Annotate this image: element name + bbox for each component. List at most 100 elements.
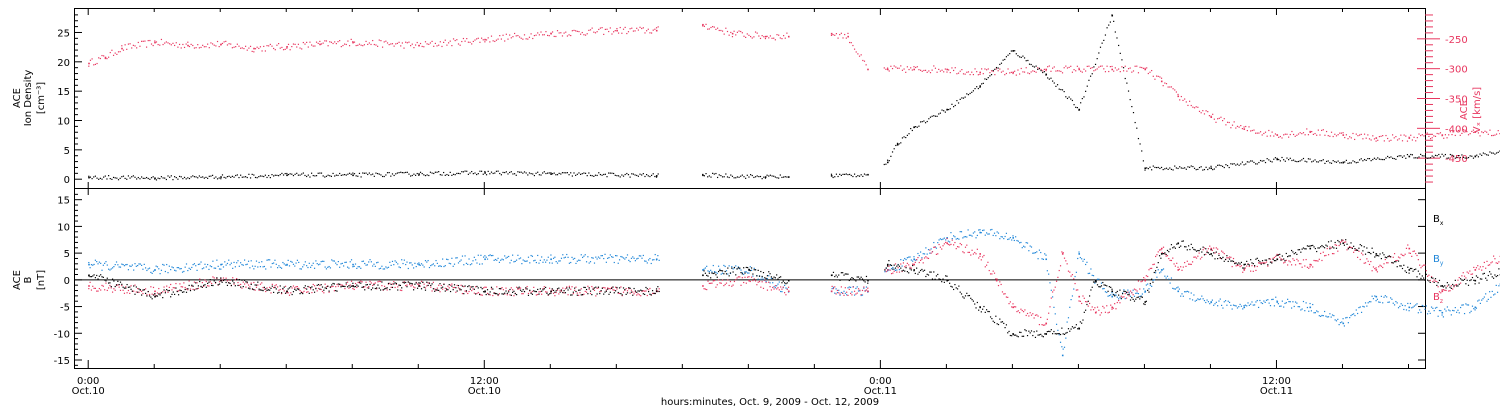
velocity-point bbox=[205, 46, 206, 47]
density-point bbox=[453, 174, 454, 175]
by-point bbox=[919, 255, 920, 256]
bx-point bbox=[148, 291, 149, 292]
velocity-point bbox=[651, 32, 652, 33]
by-point bbox=[216, 260, 217, 261]
bx-point bbox=[641, 290, 642, 291]
bz-point bbox=[240, 284, 241, 285]
bx-point bbox=[487, 289, 488, 290]
velocity-point bbox=[440, 41, 441, 42]
bz-point bbox=[261, 282, 262, 283]
bx-point bbox=[1001, 322, 1002, 323]
bx-point bbox=[145, 293, 146, 294]
bz-point bbox=[1386, 262, 1387, 263]
bx-point bbox=[764, 277, 765, 278]
bz-point bbox=[721, 283, 722, 284]
density-point bbox=[658, 173, 659, 174]
by-point bbox=[647, 262, 648, 263]
density-point bbox=[90, 177, 91, 178]
bz-point bbox=[441, 285, 442, 286]
density-anchor-point bbox=[550, 173, 552, 175]
density-point bbox=[1486, 154, 1487, 155]
density-point bbox=[1387, 156, 1388, 157]
density-point bbox=[1385, 158, 1386, 159]
density-point bbox=[1027, 60, 1028, 61]
velocity-point bbox=[630, 28, 631, 29]
bx-point bbox=[899, 266, 900, 267]
by-point bbox=[330, 267, 331, 268]
by-point bbox=[421, 263, 422, 264]
velocity-point bbox=[323, 43, 324, 44]
by-point bbox=[1146, 284, 1147, 285]
by-point bbox=[931, 248, 932, 249]
bz-point bbox=[717, 284, 718, 285]
velocity-point bbox=[953, 70, 954, 71]
bx-point bbox=[189, 285, 190, 286]
density-point bbox=[446, 174, 447, 175]
velocity-point bbox=[958, 73, 959, 74]
by-point bbox=[1236, 305, 1237, 306]
bz-point bbox=[557, 290, 558, 291]
bx-point bbox=[264, 287, 265, 288]
velocity-point bbox=[1255, 133, 1256, 134]
by-point bbox=[835, 288, 836, 289]
by-point bbox=[395, 260, 396, 261]
by-point bbox=[476, 262, 477, 263]
bx-point bbox=[780, 276, 781, 277]
by-point bbox=[994, 233, 995, 234]
by-point bbox=[528, 257, 529, 258]
density-point bbox=[1044, 71, 1045, 72]
density-point bbox=[953, 106, 954, 107]
by-point bbox=[571, 257, 572, 258]
bz-point bbox=[769, 286, 770, 287]
velocity-point bbox=[643, 27, 644, 28]
velocity-anchor-point bbox=[1111, 69, 1113, 71]
velocity-point bbox=[1351, 137, 1352, 138]
velocity-point bbox=[562, 35, 563, 36]
bz-point bbox=[476, 293, 477, 294]
by-point bbox=[284, 263, 285, 264]
by-point bbox=[1299, 306, 1300, 307]
bz-point bbox=[181, 286, 182, 287]
bz-point bbox=[954, 242, 955, 243]
bz-point bbox=[198, 288, 199, 289]
bz-point bbox=[1172, 258, 1173, 259]
by-point bbox=[952, 238, 953, 239]
density-point bbox=[524, 171, 525, 172]
bz-point bbox=[1350, 247, 1351, 248]
velocity-point bbox=[1410, 135, 1411, 136]
velocity-point bbox=[979, 74, 980, 75]
bx-point bbox=[95, 277, 96, 278]
bx-point bbox=[442, 287, 443, 288]
bz-point bbox=[397, 286, 398, 287]
velocity-point bbox=[275, 49, 276, 50]
bz-point bbox=[1307, 267, 1308, 268]
velocity-point bbox=[210, 42, 211, 43]
bx-point bbox=[776, 274, 777, 275]
by-point bbox=[313, 263, 314, 264]
density-point bbox=[956, 100, 957, 101]
bx-point bbox=[342, 286, 343, 287]
by-point bbox=[187, 270, 188, 271]
by-point bbox=[548, 257, 549, 258]
velocity-point bbox=[1092, 67, 1093, 68]
by-point bbox=[1327, 316, 1328, 317]
velocity-point bbox=[945, 68, 946, 69]
bx-point bbox=[178, 294, 179, 295]
by-point bbox=[705, 267, 706, 268]
density-point bbox=[489, 173, 490, 174]
by-point bbox=[960, 231, 961, 232]
by-point bbox=[648, 259, 649, 260]
velocity-point bbox=[1154, 79, 1155, 80]
bx-point bbox=[573, 292, 574, 293]
density-point bbox=[169, 177, 170, 178]
bx-point bbox=[725, 271, 726, 272]
velocity-point bbox=[1285, 134, 1286, 135]
bx-point bbox=[426, 282, 427, 283]
bx-point bbox=[483, 291, 484, 292]
by-point bbox=[1247, 302, 1248, 303]
density-point bbox=[197, 177, 198, 178]
bz-point bbox=[917, 257, 918, 258]
density-point bbox=[755, 176, 756, 177]
density-point bbox=[1250, 160, 1251, 161]
velocity-point bbox=[1250, 130, 1251, 131]
